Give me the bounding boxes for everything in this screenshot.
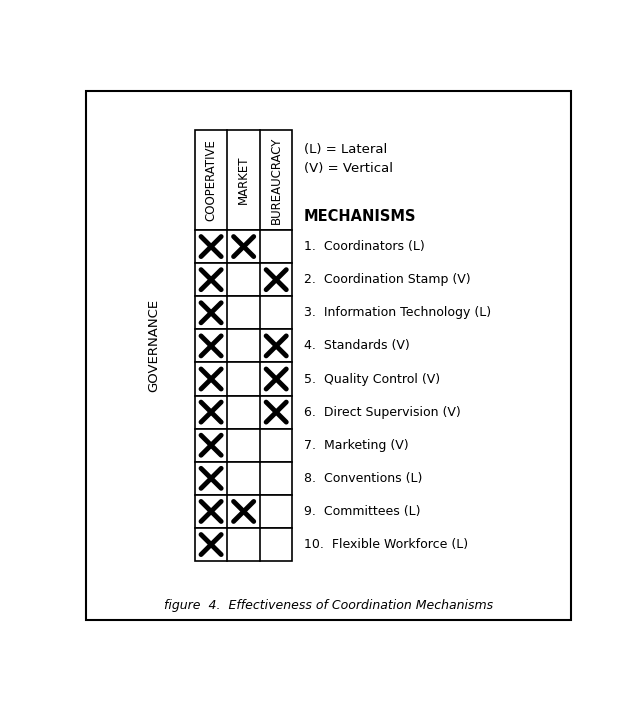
Text: (L) = Lateral: (L) = Lateral xyxy=(304,143,387,156)
Bar xyxy=(195,130,292,230)
Bar xyxy=(195,462,292,495)
Text: GOVERNANCE: GOVERNANCE xyxy=(147,299,160,392)
Bar xyxy=(195,495,292,528)
Text: (V) = Vertical: (V) = Vertical xyxy=(304,162,393,175)
Text: 4.  Standards (V): 4. Standards (V) xyxy=(304,339,410,353)
Bar xyxy=(195,396,292,429)
Text: 8.  Conventions (L): 8. Conventions (L) xyxy=(304,472,422,485)
Text: MARKET: MARKET xyxy=(237,156,250,204)
Text: figure  4.  Effectiveness of Coordination Mechanisms: figure 4. Effectiveness of Coordination … xyxy=(163,598,493,612)
Text: 5.  Quality Control (V): 5. Quality Control (V) xyxy=(304,372,440,386)
Text: 2.  Coordination Stamp (V): 2. Coordination Stamp (V) xyxy=(304,273,470,286)
Text: COOPERATIVE: COOPERATIVE xyxy=(204,139,217,221)
Text: BUREAUCRACY: BUREAUCRACY xyxy=(270,137,283,224)
Bar xyxy=(195,230,292,263)
Text: 9.  Committees (L): 9. Committees (L) xyxy=(304,505,420,518)
Text: 1.  Coordinators (L): 1. Coordinators (L) xyxy=(304,240,425,253)
Bar xyxy=(195,429,292,462)
Text: 10.  Flexible Workforce (L): 10. Flexible Workforce (L) xyxy=(304,538,468,551)
Bar xyxy=(195,263,292,296)
Bar xyxy=(195,528,292,561)
Text: MECHANISMS: MECHANISMS xyxy=(304,208,417,224)
Text: 6.  Direct Supervision (V): 6. Direct Supervision (V) xyxy=(304,406,461,419)
Bar xyxy=(195,363,292,396)
Bar xyxy=(195,296,292,329)
Bar xyxy=(195,329,292,363)
Text: 3.  Information Technology (L): 3. Information Technology (L) xyxy=(304,306,491,320)
Text: 7.  Marketing (V): 7. Marketing (V) xyxy=(304,439,409,452)
